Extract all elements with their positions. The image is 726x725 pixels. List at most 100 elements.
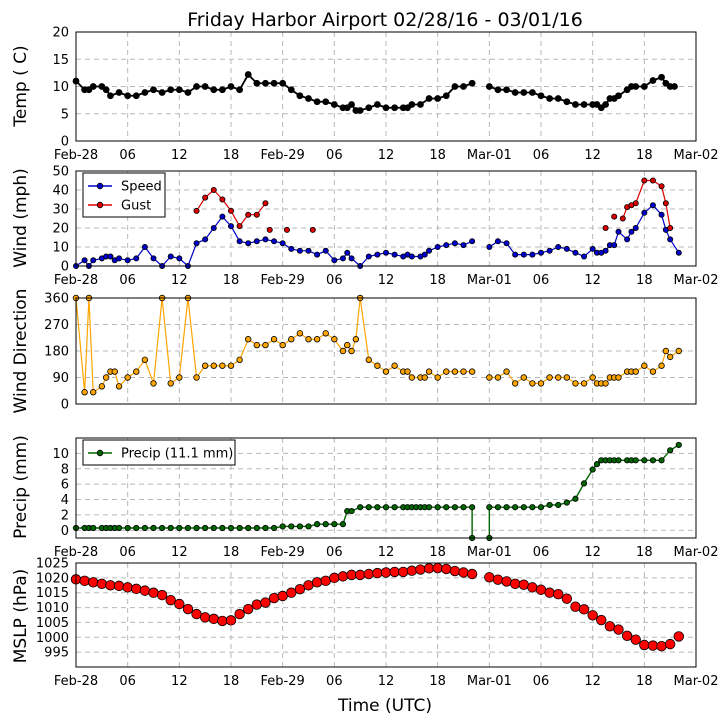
data-point: [115, 89, 123, 96]
x-tick-label: 12: [171, 674, 188, 689]
data-point: [262, 341, 269, 349]
x-tick-label: Feb-28: [54, 674, 98, 689]
data-point: [124, 257, 131, 264]
data-point: [578, 604, 590, 615]
data-point: [546, 501, 553, 509]
data-point: [602, 380, 609, 387]
data-point: [90, 257, 97, 264]
data-point: [649, 368, 657, 375]
data-point: [520, 89, 528, 96]
y-axis-label: Wind Direction: [11, 289, 31, 414]
data-point: [202, 236, 209, 243]
y-tick-label: 2: [61, 508, 69, 523]
x-tick-label: 18: [223, 148, 240, 163]
data-point: [615, 374, 622, 381]
data-point: [673, 631, 684, 642]
data-point: [621, 630, 633, 642]
data-point: [587, 610, 598, 621]
data-point: [296, 247, 303, 254]
data-point: [503, 368, 510, 375]
data-point: [182, 603, 194, 615]
data-point: [546, 247, 553, 254]
y-tick-label: 1000: [36, 631, 69, 646]
series-line: [76, 506, 473, 538]
data-point: [132, 92, 140, 100]
data-point: [662, 347, 670, 355]
y-tick-label: 1020: [36, 571, 69, 586]
data-point: [468, 368, 476, 375]
data-point: [111, 368, 118, 375]
data-point: [167, 253, 174, 260]
data-point: [314, 251, 321, 258]
x-tick-label: Mar-01: [467, 273, 512, 288]
data-point: [279, 523, 286, 530]
x-tick-label: 18: [636, 273, 653, 288]
data-point: [421, 251, 428, 258]
x-tick-label: 18: [636, 674, 653, 689]
data-point: [423, 563, 435, 574]
y-tick-label: 0: [61, 260, 69, 275]
data-point: [528, 89, 536, 96]
data-point: [81, 257, 88, 264]
data-point: [141, 356, 149, 364]
data-point: [191, 608, 202, 620]
data-point: [374, 504, 381, 511]
x-tick-label: Mar-02: [674, 545, 719, 560]
data-point: [398, 566, 409, 578]
data-point: [649, 77, 657, 84]
data-point: [443, 504, 450, 511]
data-point: [296, 92, 304, 100]
data-point: [382, 368, 390, 375]
data-point: [555, 374, 562, 381]
data-point: [406, 565, 418, 576]
data-point: [649, 457, 657, 464]
data-point: [322, 521, 329, 528]
data-point: [441, 563, 452, 575]
legend-swatch-marker: [96, 449, 104, 457]
data-point: [175, 86, 183, 94]
x-tick-label: 18: [223, 545, 240, 560]
data-point: [176, 255, 183, 262]
data-point: [380, 567, 392, 578]
data-point: [288, 245, 295, 252]
data-point: [339, 521, 347, 528]
y-tick-label: 15: [52, 53, 69, 68]
data-point: [236, 524, 243, 532]
data-point: [520, 251, 527, 258]
data-point: [408, 253, 415, 260]
data-point: [193, 83, 200, 90]
data-point: [484, 572, 495, 583]
data-point: [485, 83, 493, 90]
data-point: [337, 571, 349, 582]
data-point: [288, 336, 295, 343]
data-point: [469, 504, 476, 511]
data-point: [494, 374, 502, 381]
data-point: [107, 253, 114, 260]
x-tick-label: 18: [429, 148, 446, 163]
data-point: [141, 243, 148, 250]
data-point: [279, 79, 287, 87]
data-point: [122, 582, 133, 593]
data-point: [466, 568, 478, 580]
data-point: [236, 86, 244, 94]
data-point: [176, 524, 183, 532]
data-point: [90, 524, 97, 532]
data-point: [234, 608, 245, 620]
x-tick-label: 06: [119, 674, 136, 689]
x-axis-label: Time (UTC): [337, 696, 432, 716]
data-point: [253, 524, 260, 532]
data-point: [210, 86, 218, 94]
data-point: [305, 247, 312, 254]
data-point: [372, 567, 383, 579]
data-point: [632, 368, 639, 375]
y-axis-label: MSLP (hPa): [11, 569, 31, 664]
data-point: [382, 504, 390, 511]
x-tick-label: Mar-01: [467, 674, 512, 689]
data-point: [494, 86, 502, 94]
plot-frame: [75, 562, 697, 668]
data-point: [563, 499, 570, 506]
data-point: [391, 251, 398, 258]
data-point: [624, 236, 631, 243]
data-point: [90, 389, 97, 396]
data-point: [572, 380, 579, 387]
